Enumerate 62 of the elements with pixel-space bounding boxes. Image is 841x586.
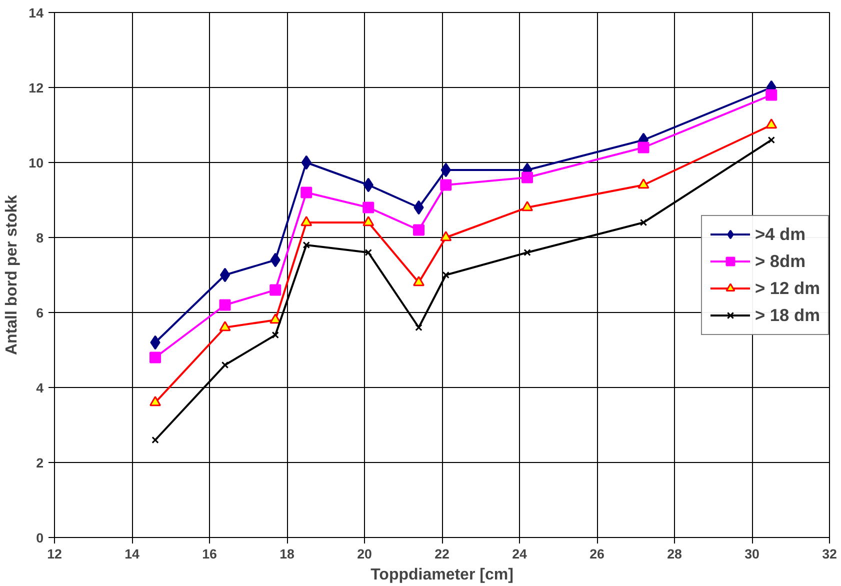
- point: [522, 200, 533, 212]
- legend-label: >4 dm: [754, 224, 806, 244]
- point: [440, 179, 452, 191]
- point: [363, 178, 374, 192]
- point: [150, 352, 161, 364]
- point: [413, 276, 424, 286]
- point: [221, 361, 229, 369]
- point: [300, 186, 312, 198]
- point: [415, 324, 422, 332]
- x-tick-label: 30: [744, 546, 760, 562]
- point: [152, 436, 159, 444]
- y-tick-label: 4: [36, 380, 44, 396]
- x-tick-label: 14: [124, 546, 140, 562]
- y-tick-label: 0: [36, 530, 44, 546]
- point: [270, 313, 282, 324]
- point: [640, 218, 648, 226]
- point: [766, 118, 778, 129]
- y-tick-label: 12: [28, 80, 44, 96]
- point: [362, 202, 374, 214]
- x-axis-title: Toppdiameter [cm]: [370, 566, 514, 584]
- point: [301, 155, 312, 170]
- x-tick-label: 22: [434, 546, 450, 562]
- point: [272, 331, 279, 339]
- x-tick-label: 24: [512, 546, 528, 562]
- x-tick-label: 18: [280, 546, 294, 562]
- point: [219, 299, 231, 311]
- point: [413, 224, 424, 236]
- point: [524, 248, 531, 256]
- point: [442, 271, 450, 279]
- y-tick-label: 2: [36, 456, 44, 470]
- x-tick-label: 28: [667, 546, 682, 562]
- point: [362, 216, 374, 226]
- point: [150, 335, 160, 350]
- point: [302, 241, 310, 249]
- point: [638, 142, 650, 154]
- x-tick-label: 20: [357, 546, 372, 562]
- point: [414, 200, 424, 215]
- point: [270, 252, 280, 268]
- x-tick-label: 16: [202, 546, 217, 562]
- point: [150, 396, 161, 406]
- x-tick-label: 26: [590, 546, 604, 562]
- y-tick-label: 10: [28, 156, 44, 170]
- point: [440, 230, 452, 242]
- point: [638, 178, 650, 189]
- point: [766, 89, 778, 101]
- point: [300, 216, 312, 226]
- x-tick-label: 12: [47, 546, 62, 562]
- y-tick-label: 8: [36, 230, 44, 246]
- point: [219, 320, 231, 332]
- legend-label: > 8dm: [754, 250, 806, 272]
- point: [220, 268, 230, 282]
- x-tick-label: 32: [822, 546, 837, 562]
- y-tick-label: 6: [36, 306, 44, 320]
- point: [440, 162, 451, 178]
- point: [270, 284, 282, 296]
- legend-label: > 12 dm: [754, 278, 820, 298]
- legend-label: > 18 dm: [754, 304, 820, 326]
- point: [364, 248, 372, 256]
- y-axis-title: Antall bord per stokk: [4, 194, 21, 356]
- y-tick-label: 14: [28, 6, 44, 20]
- point: [768, 136, 775, 144]
- point: [522, 172, 533, 184]
